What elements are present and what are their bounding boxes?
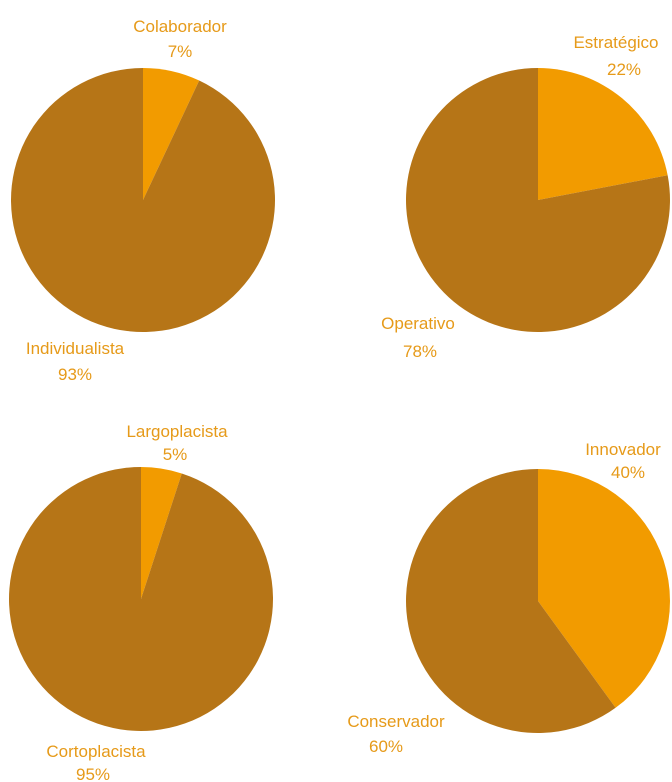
label-conservador: Conservador (347, 712, 445, 731)
slice-estrategico (538, 68, 668, 200)
value-colaborador: 7% (168, 42, 193, 61)
value-largoplacista: 5% (163, 445, 188, 464)
pie-chart-innovador: Innovador 40% Conservador 60% (347, 440, 671, 756)
slice-largoplacista (141, 467, 182, 599)
pie-chart-largoplacista: Largoplacista 5% Cortoplacista 95% (9, 422, 274, 782)
label-individualista: Individualista (26, 339, 125, 358)
value-operativo: 78% (403, 342, 437, 361)
slice-conservador (406, 468, 616, 733)
slice-colaborador (143, 68, 200, 200)
pie-chart-colaborador: Colaborador 7% Individualista 93% (11, 17, 276, 384)
value-estrategico: 22% (607, 60, 641, 79)
slice-individualista (11, 68, 276, 332)
label-operativo: Operativo (381, 314, 455, 333)
value-cortoplacista: 95% (76, 765, 110, 782)
value-conservador: 60% (369, 737, 403, 756)
label-cortoplacista: Cortoplacista (46, 742, 146, 761)
label-innovador: Innovador (585, 440, 661, 459)
value-innovador: 40% (611, 463, 645, 482)
pie-chart-estrategico: Estratégico 22% Operativo 78% (381, 33, 670, 361)
slice-innovador (538, 469, 671, 708)
slice-cortoplacista (9, 467, 274, 732)
label-largoplacista: Largoplacista (126, 422, 228, 441)
slice-operativo (405, 68, 670, 332)
label-colaborador: Colaborador (133, 17, 227, 36)
label-estrategico: Estratégico (573, 33, 658, 52)
value-individualista: 93% (58, 365, 92, 384)
